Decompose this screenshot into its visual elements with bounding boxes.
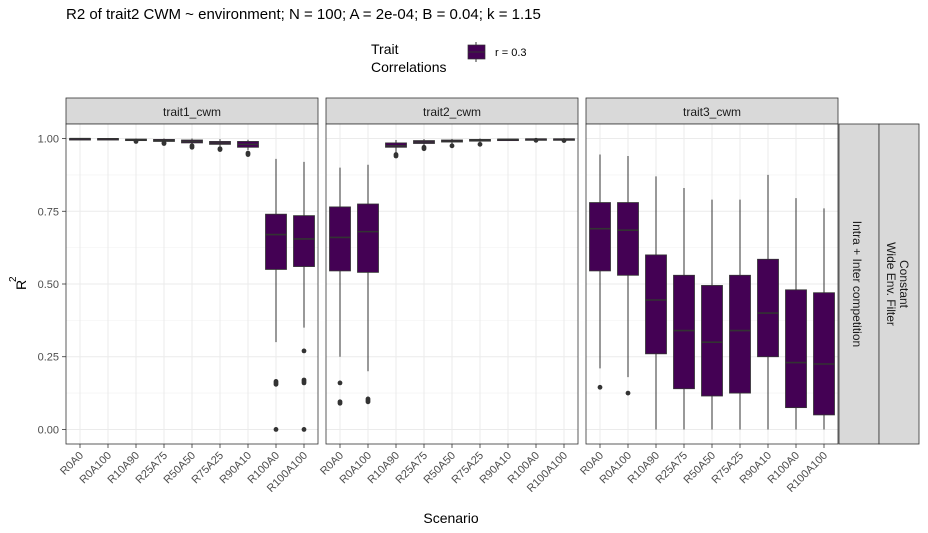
strip-label-trait2_cwm: trait2_cwm (423, 105, 481, 119)
box-trait1_cwm-R0A0 (69, 137, 91, 141)
x-axis-title: Scenario (423, 510, 478, 526)
outlier-point (337, 400, 343, 406)
box-trait2_cwm-R100A100 (553, 138, 575, 143)
box-trait1_cwm-R75A25 (209, 139, 231, 153)
strip-box-trait1_cwm (65, 97, 319, 125)
box-body (645, 254, 667, 355)
box-trait3_cwm-R0A0 (589, 154, 611, 390)
strip-row2-box (878, 123, 920, 445)
box-trait1_cwm-R10A90 (125, 138, 147, 144)
box-body (293, 215, 315, 267)
outlier-point (245, 152, 251, 157)
strip-label-trait3_cwm: trait3_cwm (683, 105, 741, 119)
box-trait3_cwm-R90A10 (757, 174, 779, 430)
box-trait3_cwm-R75A25 (729, 199, 751, 430)
outlier-point (133, 139, 139, 144)
box-trait2_cwm-R0A100 (357, 164, 379, 405)
box-trait3_cwm-R25A75 (673, 188, 695, 430)
outlier-point (217, 147, 223, 153)
box-trait2_cwm-R100A0 (525, 137, 547, 143)
outlier-point (477, 141, 483, 147)
outlier-point (561, 138, 567, 143)
y-tick-label: 0.00 (38, 424, 59, 436)
legend: Trait Correlations r = 0.3 (371, 41, 527, 75)
box-trait1_cwm-R90A10 (237, 139, 259, 157)
outlier-point (625, 390, 631, 396)
outlier-point (421, 146, 427, 152)
outlier-point (273, 381, 279, 387)
legend-key-label: r = 0.3 (495, 47, 527, 59)
box-trait2_cwm-R75A25 (469, 138, 491, 147)
y-tick-label: 0.50 (38, 279, 59, 291)
box-trait1_cwm-R100A100 (293, 161, 315, 432)
strip-box-trait2_cwm (325, 97, 579, 125)
box-trait1_cwm-R0A100 (97, 138, 119, 141)
strip-box-trait3_cwm (585, 97, 839, 125)
facet-panel-trait1_cwm: trait1_cwmR0A0R0A100R10A90R25A75R50A50R7… (38, 97, 319, 495)
outlier-point (161, 141, 167, 146)
strip-row2-label-line2: Wide Env. Filter (884, 242, 898, 326)
outlier-point (301, 348, 307, 354)
chart-title: R2 of trait2 CWM ~ environment; N = 100;… (66, 6, 541, 23)
legend-title-line1: Trait (371, 41, 399, 57)
box-trait2_cwm-R90A10 (497, 138, 519, 142)
y-tick-label: 1.00 (38, 134, 59, 146)
facet-panels: trait1_cwmR0A0R0A100R10A90R25A75R50A50R7… (38, 97, 839, 495)
outlier-point (301, 380, 307, 386)
box-body (785, 289, 807, 409)
outlier-point (449, 143, 455, 149)
box-body (329, 206, 351, 272)
outlier-point (533, 137, 539, 143)
box-trait2_cwm-R0A0 (329, 167, 351, 406)
outlier-point (189, 144, 195, 150)
strip-label-trait1_cwm: trait1_cwm (163, 105, 221, 119)
y-tick-label: 0.75 (38, 206, 59, 218)
outlier-point (365, 399, 371, 405)
box-body (813, 292, 835, 416)
box-trait3_cwm-R100A0 (785, 198, 807, 430)
box-trait3_cwm-R50A50 (701, 199, 723, 430)
y-axis-title-superscript: 2 (8, 276, 19, 282)
y-axis-title-main: R (13, 280, 29, 290)
facet-panel-trait3_cwm: trait3_cwmR0A0R0A100R10A90R25A75R50A50R7… (578, 97, 839, 495)
box-body (589, 202, 611, 272)
box-trait3_cwm-R100A100 (813, 208, 835, 430)
box-body (357, 203, 379, 273)
box-trait1_cwm-R25A75 (153, 138, 175, 146)
facet-strips-right: Intra + Inter competition Constant Wide … (838, 123, 920, 445)
box-trait2_cwm-R10A90 (385, 140, 407, 159)
outlier-point (301, 427, 307, 432)
facet-panel-trait2_cwm: trait2_cwmR0A0R0A100R10A90R25A75R50A50R7… (318, 97, 579, 495)
strip-row1-label: Intra + Inter competition (850, 221, 864, 347)
box-trait2_cwm-R25A75 (413, 139, 435, 152)
strip-row2-label-line1: Constant (897, 260, 911, 309)
outlier-point (337, 380, 343, 386)
y-tick-label: 0.25 (38, 352, 59, 364)
box-trait3_cwm-R10A90 (645, 176, 667, 430)
box-body (265, 213, 287, 270)
box-body (701, 285, 723, 397)
outlier-point (393, 153, 399, 159)
box-body (617, 202, 639, 276)
box-body (757, 258, 779, 358)
box-body (673, 274, 695, 390)
box-trait3_cwm-R0A100 (617, 156, 639, 396)
y-axis-title: R 2 (8, 276, 29, 290)
legend-title-line2: Correlations (371, 59, 446, 75)
outlier-point (273, 427, 279, 432)
box-trait1_cwm-R100A0 (265, 158, 287, 432)
box-trait2_cwm-R50A50 (441, 138, 463, 149)
outlier-point (597, 384, 603, 390)
box-trait1_cwm-R50A50 (181, 138, 203, 150)
box-body (729, 274, 751, 394)
strip-row1-box (838, 123, 880, 445)
